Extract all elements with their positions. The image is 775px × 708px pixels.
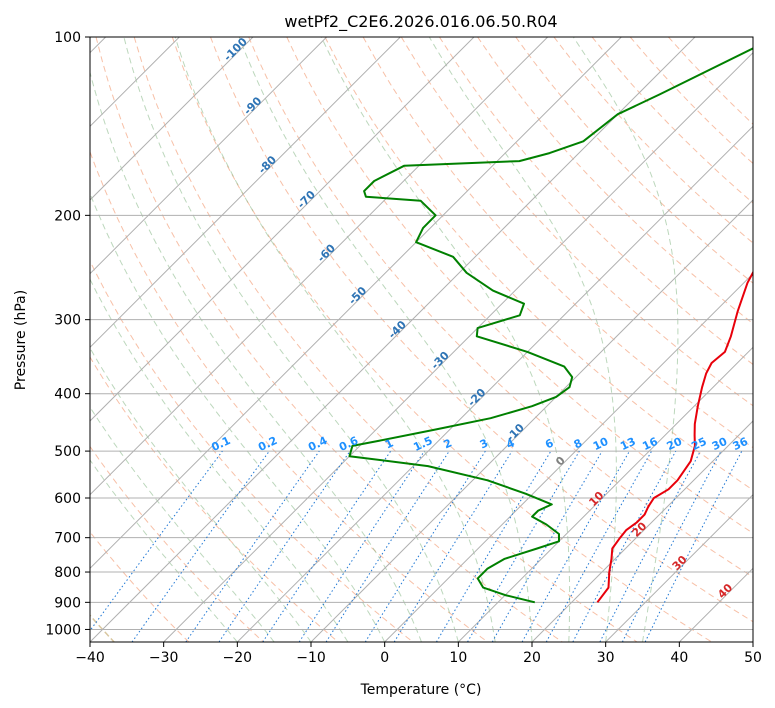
x-tick-label: 40 [670,650,688,666]
isotherms [90,37,753,642]
mixing-ratio-label: 13 [618,435,637,453]
mixing-ratio-label: 20 [665,435,685,453]
dry-adiabat-line [90,445,264,642]
isotherm-line [90,37,549,496]
x-axis: −40 −30 −20 −10 0 10 20 30 40 50 [75,642,762,666]
mixing-ratio-line [393,450,513,642]
mixing-ratio-line [325,450,450,642]
y-tick-label: 300 [54,313,81,329]
moist-adiabat-line [572,37,679,642]
temperature-line [596,270,753,603]
x-tick-label: 10 [449,650,467,666]
y-tick-label: 500 [54,444,81,460]
moist-adiabat-line [90,192,386,642]
dry-adiabat-line [248,37,753,578]
mixing-ratio-lines [90,450,743,642]
dry-adiabat-line [477,37,753,325]
x-tick-label: 20 [523,650,541,666]
isotherm-line [90,37,622,570]
mixing-ratio-line [262,450,392,642]
mixing-ratio-line [131,450,270,642]
moist-adiabat-line [428,37,617,642]
y-axis-title: Pressure (hPa) [13,290,29,390]
isotherm-line [384,272,753,642]
x-tick-label: −30 [149,650,179,666]
x-tick-label: 30 [597,650,615,666]
mixing-ratio-label: 25 [689,435,708,453]
isotherm-line [90,37,696,642]
x-axis-title: Temperature (°C) [360,682,482,698]
y-axis: 100 200 300 400 500 600 700 800 900 1000 [45,30,90,638]
mixing-ratio-label: 10 [591,435,611,453]
y-tick-label: 200 [54,208,81,224]
y-tick-label: 900 [54,595,81,611]
y-tick-label: 700 [54,531,81,547]
y-tick-label: 600 [54,491,81,507]
isotherm-line [236,125,753,642]
isotherm-line [310,199,753,642]
mixing-ratio-line [218,450,351,642]
mixing-ratio-line [545,450,653,642]
y-tick-label: 400 [54,387,81,403]
series-lines [348,47,753,604]
mixing-ratio-line [185,450,320,642]
mixing-ratio-line [90,450,223,632]
moist-adiabat-line [123,37,459,642]
x-tick-label: −20 [223,650,253,666]
isotherm-line [531,420,753,642]
dry-adiabat-line [133,37,638,642]
dry-adiabat-line [210,37,753,623]
isotherm-line [90,37,475,422]
mixing-ratio-line [644,450,743,642]
moist-adiabat-line [90,70,422,642]
mixing-ratio-label: 16 [640,435,660,453]
moist-adiabat-line [90,459,238,642]
x-tick-label: −10 [296,650,326,666]
moist-adiabat-line [90,278,349,642]
mixing-ratio-label: 30 [710,435,730,453]
dry-adiabat-line [438,37,753,366]
dry-adiabat-line [90,356,339,642]
x-tick-label: −40 [75,650,105,666]
dewpoint-line [348,47,753,604]
mixing-ratio-line [521,450,630,642]
dry-adiabats [90,37,753,642]
y-tick-label: 100 [54,30,81,46]
y-tick-label: 800 [54,565,81,581]
mixing-ratio-line [298,450,425,642]
isotherm-line [90,37,254,201]
moist-adiabat-line [174,37,496,642]
isotherm-line [163,51,753,642]
plot-frame [89,36,754,643]
dry-adiabat-line [324,37,753,491]
isotherm-line [90,37,401,349]
dry-adiabat-line [90,150,488,642]
dry-adiabat-line [95,37,563,642]
mixing-ratio-line [572,450,677,642]
chart-title: wetPf2_C2E6.2026.016.06.50.R04 [284,12,557,32]
y-tick-label: 1000 [45,622,81,638]
x-tick-label: 0 [380,650,389,666]
mixing-ratio-label: 36 [731,435,751,453]
moist-adiabat-line [90,406,275,642]
isobars [90,37,753,630]
isotherm-line [605,493,753,642]
isotherm-line [90,37,328,275]
x-tick-label: 50 [744,650,762,666]
